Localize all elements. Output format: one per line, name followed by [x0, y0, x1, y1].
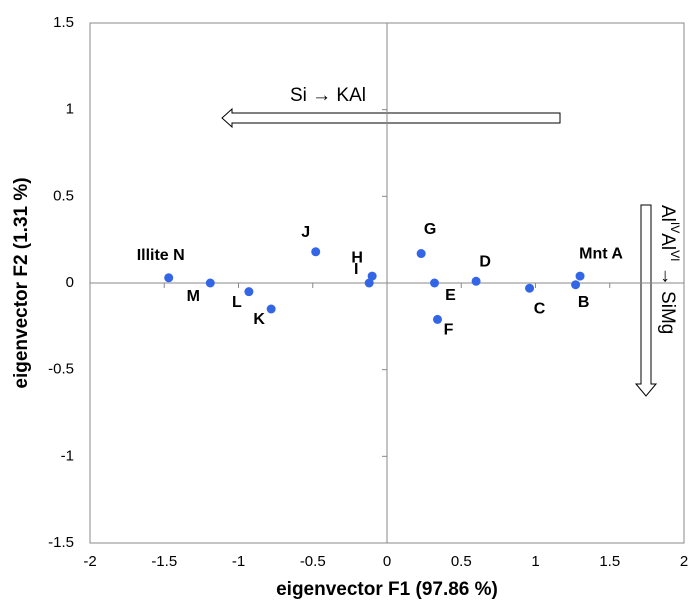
point-label: Mnt A: [579, 245, 623, 262]
point: [164, 273, 174, 283]
y-tick-label: 0.5: [53, 187, 74, 204]
y-tick-label: -0.5: [48, 361, 74, 378]
y-tick-label: 1: [66, 101, 74, 118]
point-label: G: [424, 221, 436, 238]
point: [266, 304, 276, 314]
point-label: D: [479, 253, 491, 270]
point-label: C: [534, 300, 546, 317]
annotation-part: VI: [668, 250, 682, 261]
x-tick-label: -0.5: [300, 553, 326, 570]
point: [571, 280, 581, 290]
x-tick-label: 1.5: [599, 553, 620, 570]
x-tick-label: 0.5: [451, 553, 472, 570]
arrow-vertical: [634, 204, 658, 397]
annotation-part: → SiMg: [657, 262, 678, 335]
point: [430, 278, 440, 288]
point: [575, 271, 585, 281]
point-label: H: [351, 249, 363, 266]
x-tick-label: -1: [232, 553, 245, 570]
point-label: B: [578, 294, 590, 311]
annotation-vertical: AlIVAlVI → SiMg: [657, 205, 682, 334]
annotation-horizontal: Si → KAl: [290, 85, 366, 106]
point-label: M: [187, 288, 200, 305]
point: [416, 249, 426, 259]
point: [205, 278, 215, 288]
point: [432, 314, 442, 324]
y-tick-label: -1.5: [48, 534, 74, 551]
x-axis-label: eigenvector F1 (97.86 %): [276, 579, 498, 600]
point-label: K: [253, 311, 265, 328]
x-tick-label: -1.5: [151, 553, 177, 570]
y-tick-label: -1: [61, 447, 74, 464]
point: [367, 271, 377, 281]
annotation-part: IV: [668, 222, 682, 233]
point-label: Illite N: [137, 247, 185, 264]
y-axis-label: eigenvector F2 (1.31 %): [11, 177, 32, 388]
y-tick-label: 1.5: [53, 14, 74, 31]
point: [525, 283, 535, 293]
x-tick-label: -2: [83, 553, 96, 570]
point: [311, 247, 321, 257]
x-tick-label: 2: [680, 553, 688, 570]
x-tick-label: 1: [531, 553, 539, 570]
point-label: F: [444, 322, 454, 339]
point-label: J: [301, 224, 310, 241]
x-tick-label: 0: [383, 553, 391, 570]
annotation-part: Al: [657, 205, 678, 222]
point: [471, 276, 481, 286]
arrow-horizontal: [221, 107, 561, 129]
point-label: L: [232, 294, 242, 311]
point-label: E: [445, 287, 456, 304]
y-tick-label: 0: [66, 274, 74, 291]
point: [364, 278, 374, 288]
point-label: I: [354, 261, 358, 278]
annotation-part: Al: [657, 233, 678, 250]
point: [244, 287, 254, 297]
